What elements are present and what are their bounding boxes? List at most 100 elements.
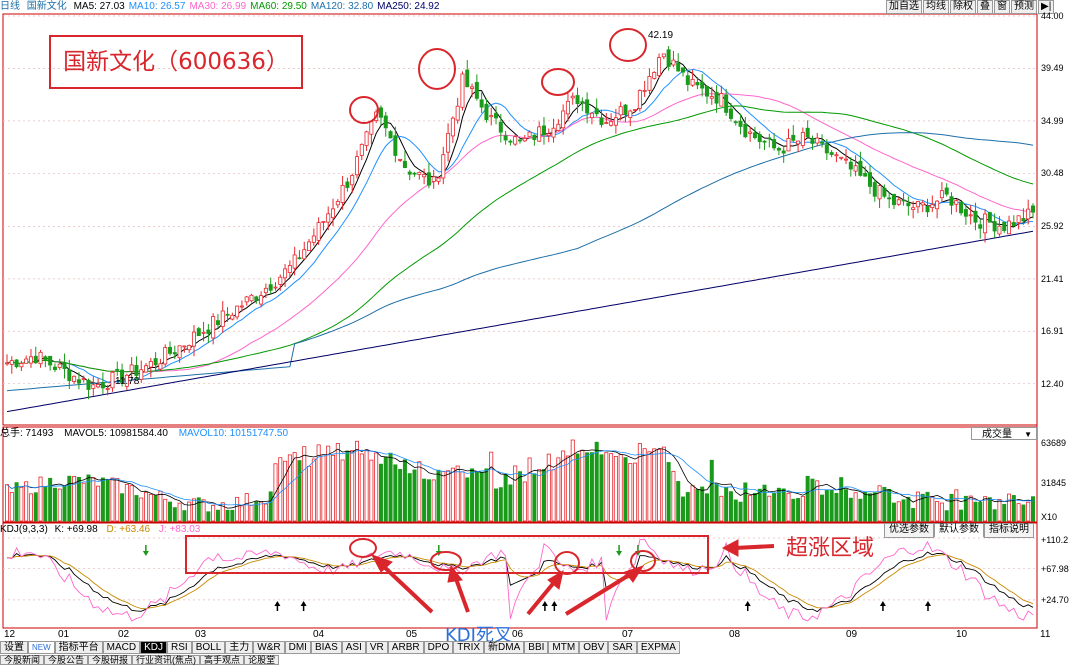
- volume-bar: [1021, 504, 1026, 522]
- candle-body: [796, 140, 801, 145]
- kdj-tab-1[interactable]: 默认参数: [934, 523, 984, 537]
- volume-bar: [935, 501, 940, 522]
- volume-bar: [796, 498, 801, 522]
- news-tab-2[interactable]: 今股研报: [88, 655, 133, 665]
- indicator-tab-9[interactable]: DMI: [284, 641, 311, 654]
- candle-body: [695, 81, 700, 86]
- toolbar-button-0[interactable]: 加自选: [886, 0, 922, 14]
- candle-body: [460, 73, 465, 108]
- candle-body: [196, 328, 201, 337]
- volume-dropdown[interactable]: 成交量 ▼: [971, 427, 1037, 440]
- kdj-circle-3: [554, 551, 580, 575]
- candle-body: [858, 160, 863, 176]
- news-tab-1[interactable]: 今股公告: [44, 655, 89, 665]
- indicator-tab-14[interactable]: DPO: [423, 641, 454, 654]
- volume-bar: [422, 478, 427, 522]
- volume-bar: [863, 491, 868, 522]
- volume-bar: [642, 448, 647, 522]
- indicator-tab-12[interactable]: VR: [365, 641, 388, 654]
- volume-bar: [76, 476, 81, 522]
- volume-bar: [570, 439, 575, 522]
- candle-body: [570, 95, 575, 99]
- candle-body: [220, 310, 225, 327]
- indicator-tab-19[interactable]: OBV: [579, 641, 609, 654]
- indicator-tab-21[interactable]: EXPMA: [636, 641, 680, 654]
- volume-bar: [215, 509, 220, 522]
- volume-bar: [383, 456, 388, 522]
- indicator-tab-2[interactable]: 指标平台: [54, 641, 103, 654]
- indicator-tab-20[interactable]: SAR: [608, 641, 637, 654]
- indicator-tab-11[interactable]: ASI: [341, 641, 366, 654]
- indicator-tab-15[interactable]: TRIX: [453, 641, 485, 654]
- indicator-tab-3[interactable]: MACD: [102, 641, 141, 654]
- candle-body: [297, 257, 302, 260]
- news-tab-5[interactable]: 论股堂: [244, 655, 280, 665]
- volume-bar: [508, 484, 513, 522]
- period-label: 日线: [0, 1, 20, 12]
- candle-body: [930, 204, 935, 208]
- toolbar-button-1[interactable]: 均线: [923, 0, 949, 14]
- indicator-tab-16[interactable]: 新DMA: [484, 641, 525, 654]
- candle-body: [431, 176, 436, 182]
- candle-body: [484, 103, 489, 121]
- candle-body: [120, 369, 125, 383]
- indicator-tab-13[interactable]: ARBR: [387, 641, 424, 654]
- volume-bar: [666, 462, 671, 522]
- volume-bar: [316, 444, 321, 522]
- toolbar-button-3[interactable]: 叠: [977, 0, 993, 14]
- ma30-line: [6, 93, 1034, 373]
- volume-ma5-line: [6, 448, 1034, 509]
- volume-bar: [676, 481, 681, 522]
- news-tab-4[interactable]: 高手观点: [200, 655, 245, 665]
- toolbar-button-2[interactable]: 除权: [950, 0, 976, 14]
- candle-body: [470, 86, 475, 89]
- news-tab-3[interactable]: 行业资讯(焦点): [132, 655, 201, 665]
- candle-body: [911, 207, 916, 211]
- candle-body: [983, 213, 988, 234]
- candle-body: [446, 133, 451, 153]
- candle-body: [757, 134, 762, 142]
- toolbar-button-6[interactable]: ▶|: [1038, 0, 1055, 14]
- volume-bar: [350, 450, 355, 522]
- indicator-tab-17[interactable]: BBI: [524, 641, 549, 654]
- volume-bar: [537, 469, 542, 522]
- candle-body: [925, 206, 930, 213]
- indicator-tab-7[interactable]: 主力: [225, 641, 254, 654]
- chevron-down-icon: ▼: [1024, 430, 1032, 439]
- indicator-tab-6[interactable]: BOLL: [191, 641, 226, 654]
- toolbar-button-4[interactable]: 窗: [994, 0, 1010, 14]
- indicator-tab-8[interactable]: W&R: [253, 641, 285, 654]
- candle-body: [383, 115, 388, 129]
- indicator-tab-5[interactable]: RSI: [167, 641, 192, 654]
- indicator-tab-10[interactable]: BIAS: [310, 641, 342, 654]
- volume-header: 总手: 71493 MAVOL5: 10981584.40 MAVOL10: 1…: [0, 427, 288, 441]
- peak-circle-2: [418, 48, 456, 90]
- indicator-tab-0[interactable]: 设置: [0, 641, 28, 654]
- kdj-tab-0[interactable]: 优选参数: [884, 523, 934, 538]
- candle-body: [33, 355, 38, 364]
- kdj-tab-2[interactable]: 指标说明: [984, 523, 1034, 538]
- toolbar-button-5[interactable]: 预测: [1011, 0, 1037, 14]
- candle-body: [599, 117, 604, 125]
- indicator-tab-4[interactable]: KDJ: [140, 641, 168, 654]
- kdj-d-value: D: +63.46: [106, 524, 151, 535]
- candle-body: [498, 121, 503, 133]
- volume-bar: [33, 492, 38, 522]
- news-tab-0[interactable]: 今股新闻: [0, 655, 45, 665]
- volume-bar: [810, 478, 815, 522]
- candle-body: [834, 154, 839, 157]
- indicator-tab-1[interactable]: NEW: [28, 641, 55, 654]
- volume-bar: [743, 482, 748, 522]
- high-price-label: 42.19: [648, 30, 674, 41]
- candle-body: [283, 268, 288, 279]
- volume-bar: [724, 486, 729, 522]
- candle-body: [709, 96, 714, 99]
- price-tick-4: 25.92: [1041, 221, 1064, 232]
- volume-bar: [944, 510, 949, 522]
- volume-bar: [479, 471, 484, 522]
- ma5-line: [6, 61, 1034, 388]
- volume-bar: [297, 460, 302, 522]
- indicator-tab-18[interactable]: MTM: [548, 641, 580, 654]
- candle-body: [1002, 222, 1007, 231]
